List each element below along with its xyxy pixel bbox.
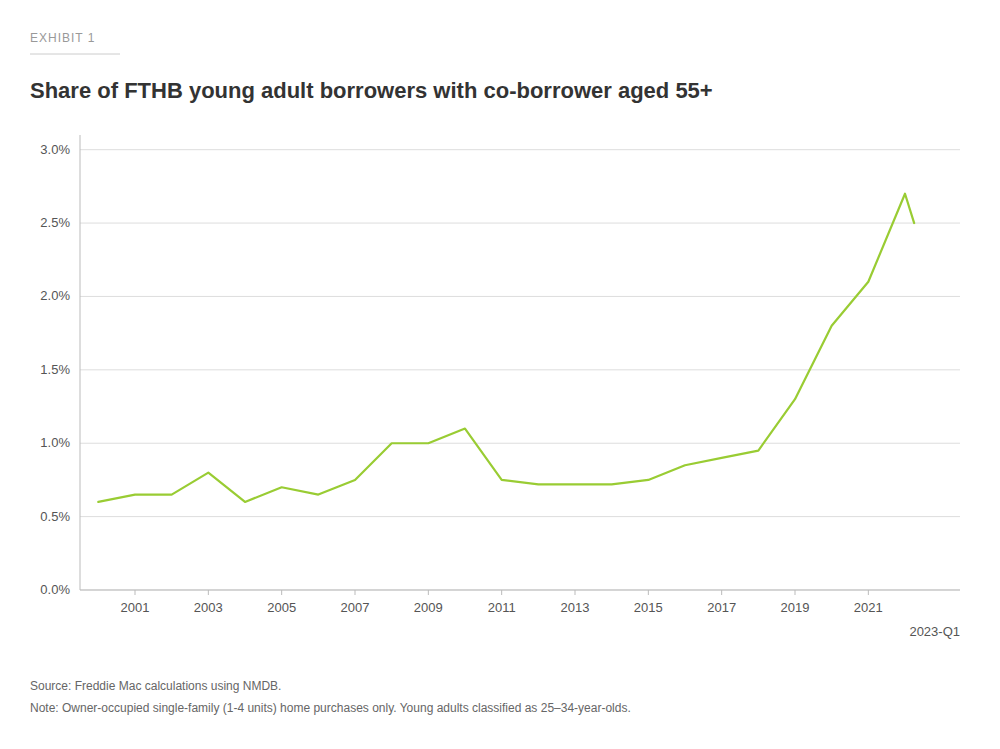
y-tick-label: 2.0%	[40, 288, 70, 303]
x-tick	[208, 590, 209, 595]
x-tick-label: 2021	[854, 600, 883, 615]
x-tick	[355, 590, 356, 595]
note: Note: Owner-occupied single-family (1-4 …	[30, 701, 631, 715]
x-axis: 2001 2003 2005 2007 2009 2011 2013 2015 2017 2019…	[80, 590, 960, 615]
y-tick-label: 2.5%	[40, 215, 70, 230]
exhibit-label: EXHIBIT 1	[30, 31, 95, 45]
x-tick	[501, 590, 502, 595]
source: Source: Freddie Mac calculations using N…	[30, 679, 281, 693]
x-tick-label: 2003	[194, 600, 223, 615]
x-tick-label: 2013	[561, 600, 590, 615]
chart: EXHIBIT 1 Share of FTHB young adult borro…	[0, 0, 1000, 749]
x-tick	[868, 590, 869, 595]
x-tick	[281, 590, 282, 595]
y-tick-label: 1.0%	[40, 435, 70, 450]
grid	[80, 150, 960, 590]
x-tick	[795, 590, 796, 595]
grid-line	[80, 443, 960, 444]
x-tick-label: 2001	[121, 600, 150, 615]
x-tick	[648, 590, 649, 595]
grid-line	[80, 296, 960, 297]
grid-line	[80, 590, 960, 591]
x-tick-label: 2017	[707, 600, 736, 615]
page: {"chart_data": { "type": "line", "title"…	[0, 0, 1000, 749]
grid-line	[80, 223, 960, 224]
y-axis: 0.0% 0.5% 1.0% 1.5% 2.0% 2.5% 3.0%	[40, 135, 80, 597]
y-tick-label: 1.5%	[40, 362, 70, 377]
x-tick	[575, 590, 576, 595]
title: Share of FTHB young adult borrowers with…	[30, 78, 713, 103]
y-tick-label: 0.0%	[40, 582, 70, 597]
y-tick-label: 0.5%	[40, 509, 70, 524]
grid-line	[80, 369, 960, 370]
data	[98, 194, 914, 502]
grid-line	[80, 516, 960, 517]
x-tick-label: 2019	[781, 600, 810, 615]
annotation: 2023-Q1	[909, 624, 960, 639]
x-tick	[428, 590, 429, 595]
decoration	[30, 54, 120, 55]
x-tick-label: 2015	[634, 600, 663, 615]
data-line	[98, 194, 914, 502]
x-tick-label: 2005	[267, 600, 296, 615]
grid-line	[80, 149, 960, 150]
x-tick	[721, 590, 722, 595]
x-tick-label: 2009	[414, 600, 443, 615]
x-tick	[135, 590, 136, 595]
x-axis-line	[80, 590, 960, 591]
x-tick-label: 2011	[488, 600, 516, 615]
y-tick-label: 3.0%	[40, 142, 70, 157]
x-tick-label: 2007	[341, 600, 370, 615]
y-axis-line	[80, 135, 81, 590]
